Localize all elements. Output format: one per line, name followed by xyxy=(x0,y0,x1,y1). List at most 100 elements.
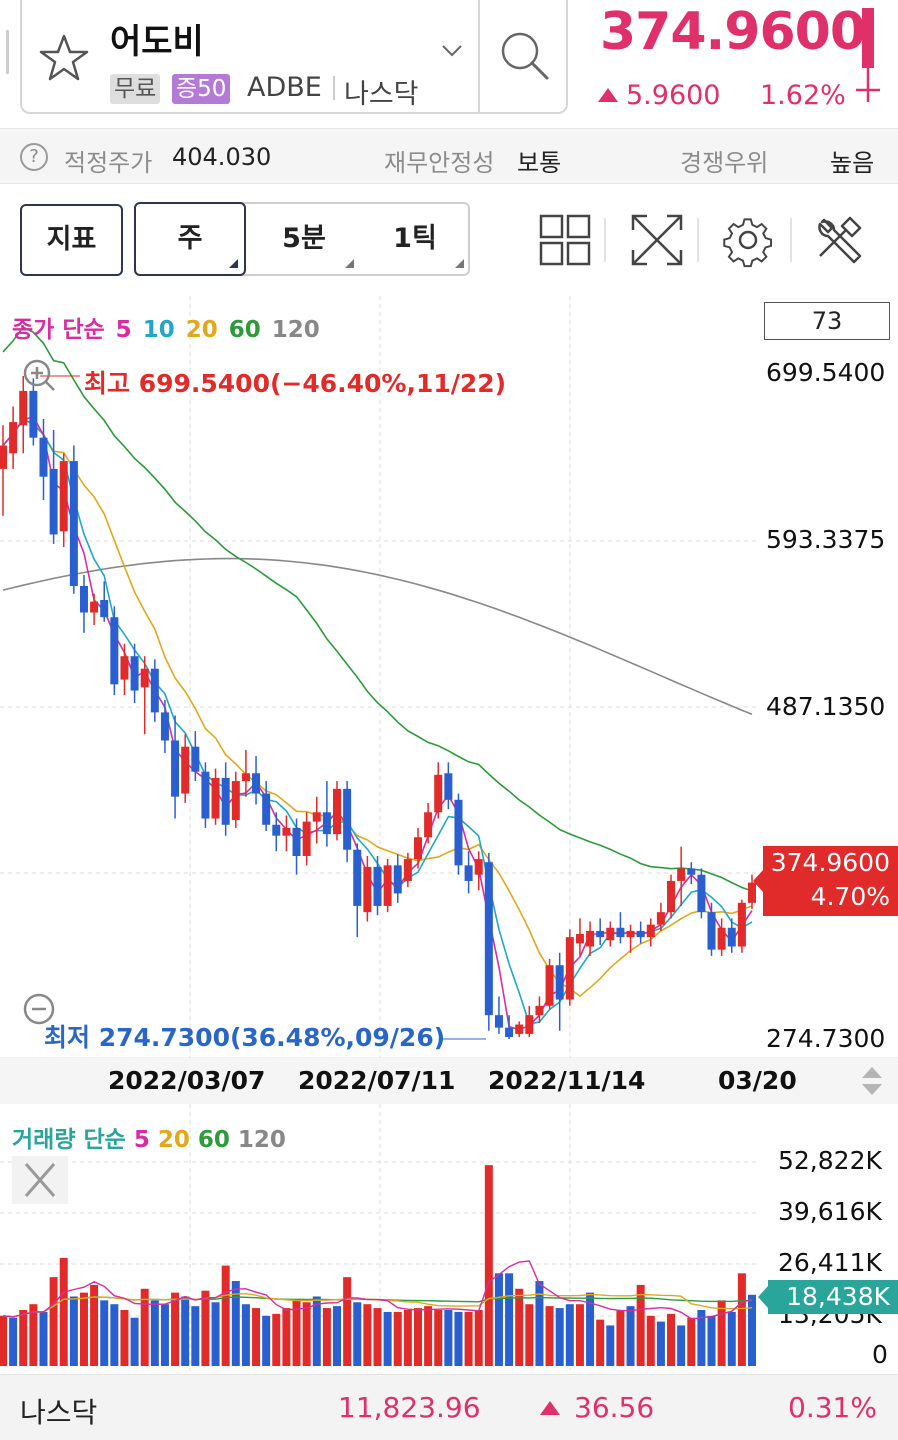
candle xyxy=(383,859,392,913)
indicator-button[interactable]: 지표 xyxy=(20,204,123,276)
index-ticker-bar[interactable]: 나스닥 11,823.96 36.56 0.31% xyxy=(0,1374,898,1440)
index-name: 나스닥 xyxy=(20,1396,98,1429)
vol-legend-ma20: 20 xyxy=(157,1127,190,1153)
favorite-star-icon[interactable] xyxy=(36,30,92,86)
volume-bar xyxy=(130,1317,139,1366)
mini-candle-icon xyxy=(856,8,880,102)
fair-price-label: 적정주가 xyxy=(64,149,153,177)
volume-bar xyxy=(201,1290,210,1366)
ma120-line xyxy=(2,557,753,716)
volume-bar xyxy=(191,1306,200,1366)
candle xyxy=(444,762,453,810)
volume-chart-svg[interactable] xyxy=(0,1104,898,1370)
financial-stability-label: 재무안정성 xyxy=(384,149,495,177)
candle xyxy=(586,921,595,956)
volume-bar xyxy=(494,1273,503,1366)
legend-ma120: 120 xyxy=(271,317,320,343)
up-arrow-icon xyxy=(540,1401,560,1415)
period-5min-button[interactable]: 5분 xyxy=(248,204,360,274)
divider xyxy=(790,218,792,262)
volume-chart[interactable]: 거래량 단순 5 20 60 120 52,822K 39,616K 26,41… xyxy=(0,1104,898,1370)
current-price-tag-value: 374.9600 xyxy=(770,848,890,877)
help-question-icon[interactable]: ? xyxy=(20,143,48,171)
volume-bar xyxy=(343,1277,352,1366)
search-icon[interactable] xyxy=(495,26,555,86)
volume-bar xyxy=(596,1319,605,1366)
moving-average-legend[interactable]: 종가 단순 5 10 20 60 120 xyxy=(12,310,323,344)
volume-bar xyxy=(748,1294,756,1366)
candle xyxy=(282,815,291,852)
volume-y-tick: 26,411K xyxy=(778,1248,882,1277)
candle xyxy=(717,918,726,956)
divider xyxy=(478,0,480,112)
candle-count-box[interactable]: 73 xyxy=(764,302,890,340)
period-week-button[interactable]: 주 xyxy=(134,202,246,276)
date-tick-label: 2022/11/14 xyxy=(488,1066,646,1095)
low-price-label: 최저 274.7300(36.48%,09/26) xyxy=(44,1023,446,1052)
period-1tick-button[interactable]: 1틱 xyxy=(360,204,470,274)
candle xyxy=(505,1015,514,1039)
y-tick-label: 593.3375 xyxy=(766,525,886,554)
candle xyxy=(262,781,271,832)
candle xyxy=(221,762,230,836)
zoom-out-icon[interactable] xyxy=(22,992,56,1026)
volume-bar xyxy=(39,1311,48,1366)
volume-bar xyxy=(9,1317,18,1366)
volume-bar xyxy=(0,1315,7,1366)
volume-ma-legend[interactable]: 거래량 단순 5 20 60 120 xyxy=(12,1120,286,1154)
volume-bar xyxy=(697,1310,706,1366)
scroll-updown-icon[interactable] xyxy=(860,1064,884,1098)
price-change-percent: 1.62% xyxy=(760,80,846,111)
date-axis[interactable]: 2022/03/07 2022/07/11 2022/11/14 03/20 xyxy=(0,1058,898,1104)
volume-bar xyxy=(403,1310,412,1366)
divider xyxy=(697,218,699,262)
volume-bar xyxy=(646,1315,655,1366)
candle xyxy=(575,918,584,956)
candle xyxy=(646,918,655,947)
volume-bar xyxy=(616,1310,625,1366)
back-edge-handle[interactable] xyxy=(6,30,9,74)
chevron-down-icon[interactable] xyxy=(440,40,464,60)
current-volume-tag: 18,438K xyxy=(758,1280,898,1314)
candle xyxy=(322,781,331,847)
divider xyxy=(333,76,335,100)
fair-price-value: 404.030 xyxy=(172,143,272,171)
candle xyxy=(555,952,564,1031)
legend-ma20: 20 xyxy=(185,317,218,343)
volume-bar xyxy=(434,1310,443,1366)
candle xyxy=(120,643,129,696)
price-chart[interactable]: 종가 단순 5 10 20 60 120 73 699.5400 593.337… xyxy=(0,296,898,1062)
candle xyxy=(49,429,58,544)
tools-icon[interactable] xyxy=(810,210,870,270)
volume-bar xyxy=(90,1284,99,1366)
candle xyxy=(160,699,169,753)
y-tick-label: 699.5400 xyxy=(766,358,886,387)
legend-prefix: 종가 단순 xyxy=(12,317,105,343)
stock-name[interactable]: 어도비 xyxy=(110,22,204,62)
close-icon[interactable] xyxy=(12,1156,68,1204)
valuation-info-bar: ? 적정주가 404.030 재무안정성 보통 경쟁우위 높음 xyxy=(0,128,898,184)
volume-bar xyxy=(413,1308,422,1366)
candlestick-chart-svg[interactable] xyxy=(0,296,898,1062)
volume-bar xyxy=(171,1292,180,1366)
up-arrow-icon xyxy=(598,88,618,102)
financial-stability-value: 보통 xyxy=(517,149,562,177)
candle xyxy=(393,854,402,903)
volume-bar xyxy=(322,1308,331,1366)
period-week-label: 주 xyxy=(177,223,203,254)
volume-bar xyxy=(262,1315,271,1366)
candle xyxy=(565,929,574,1006)
volume-y-tick: 52,822K xyxy=(778,1146,882,1175)
volume-bar xyxy=(302,1302,311,1366)
volume-bar xyxy=(525,1304,534,1366)
stock-header: 어도비 무료 증50 ADBE 나스닥 374.9600 5.9600 1.62… xyxy=(0,0,898,128)
settings-gear-icon[interactable] xyxy=(718,210,778,270)
candle xyxy=(484,852,493,1031)
volume-bar xyxy=(292,1300,301,1366)
volume-bar xyxy=(707,1315,716,1366)
zoom-in-icon[interactable] xyxy=(22,358,56,392)
date-tick-label: 2022/07/11 xyxy=(298,1066,456,1095)
layout-grid-icon[interactable] xyxy=(535,210,595,270)
fullscreen-icon[interactable] xyxy=(627,210,687,270)
volume-bar xyxy=(373,1308,382,1366)
